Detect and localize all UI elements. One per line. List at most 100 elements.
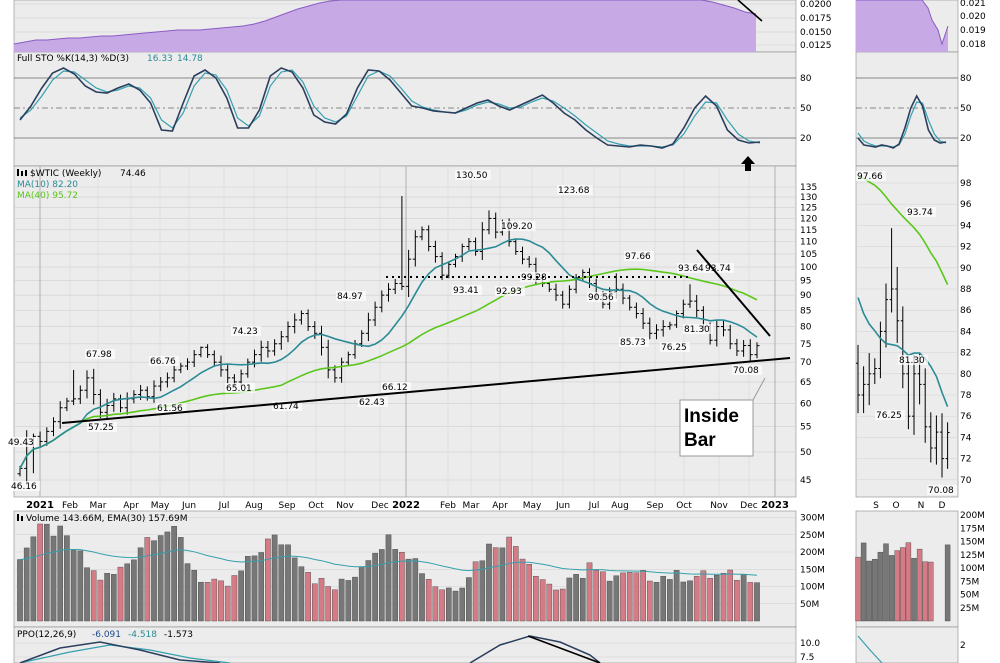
volume-bar [144,537,151,622]
zoom-price-tick: 88 [960,285,972,295]
volume-bar [258,552,265,622]
volume-bar [218,580,224,622]
ppo-line-2 [469,635,601,663]
ppo-label: PPO(12,26,9) [17,630,76,640]
volume-bar [37,523,43,622]
data-label-bg [500,221,536,231]
data-label-bg [336,291,366,301]
zoom-price-tick: 84 [960,327,972,337]
price-data-label: 93.64 [678,264,704,274]
zoom-volume-tick: 75M [960,577,979,587]
volume-bar [647,580,653,622]
volume-bar [425,579,432,622]
volume-bar [466,577,472,622]
price-tick-label: 45 [800,476,811,486]
zoom-top-tick: 0.018 [960,40,986,50]
data-label-bg [660,342,690,352]
data-label-bg [520,272,550,282]
volume-bar [44,523,50,622]
price-tick-label: 125 [800,204,817,214]
month-label: Jul [588,501,600,511]
volume-bar [673,569,680,622]
volume-bar [17,559,23,622]
volume-panel [17,523,951,622]
volume-bar [164,531,171,622]
volume-bar [506,536,512,622]
volume-bar [211,578,218,622]
price-tick-label: 135 [800,183,817,193]
zoom-volume-bar [866,560,872,622]
zoom-ppo-line [857,635,883,663]
price-data-label: 109.20 [501,222,533,232]
volume-bar [727,569,733,622]
volume-bar [606,580,613,622]
volume-bar [171,526,177,622]
zoom-volume-bar [911,558,917,622]
volume-bar [439,589,445,622]
price-data-label: 97.66 [625,252,651,262]
data-label-bg [732,365,762,375]
volume-bar [117,566,124,622]
ppo-tick-label: 10.0 [800,639,820,649]
volume-bar [110,574,117,622]
price-data-label: 92.93 [496,287,522,297]
zoom-data-label: 97.66 [857,172,883,182]
zoom-price-tick: 98 [960,179,972,189]
price-data-label: 66.12 [382,383,408,393]
price-tick-label: 110 [800,238,817,248]
volume-bar [667,579,673,622]
volume-bar [332,589,338,622]
volume-bar [312,583,318,622]
data-label-bg [677,263,707,273]
ma40-label: MA(40) 95.72 [17,191,78,201]
volume-bar [191,569,198,622]
zoom-label-bg [906,207,936,217]
zoom-price-tick: 74 [960,433,972,443]
volume-bar [734,579,740,622]
zoom-price-tick: 90 [960,264,972,274]
volume-bar [244,556,251,622]
volume-bar [446,587,452,622]
top-indicator [13,0,949,52]
zoom-sto-d [857,101,947,148]
data-label-bg [455,170,491,180]
price-data-label: 90.56 [588,293,614,303]
volume-bar [392,549,399,622]
volume-bar [385,534,392,622]
up-arrow-icon [741,156,755,171]
volume-bar [459,587,466,622]
price-data-label: 66.76 [150,357,176,367]
zoom-volume-tick: 175M [960,524,985,534]
data-label-bg [587,292,617,302]
volume-bar [412,558,419,622]
month-label: Nov [710,501,728,511]
month-label: Oct [676,501,692,511]
price-tick-label: 130 [800,193,817,203]
zoom-data-label: 81.30 [899,356,925,366]
price-tick-label: 120 [800,214,817,224]
price-data-label: 123.68 [558,186,590,196]
zoom-ppo-tick: 2 [960,641,966,651]
data-label-bg [358,397,388,407]
volume-bar [345,580,352,622]
zoom-price-tick: 86 [960,306,972,316]
volume-bar [553,589,559,622]
ppo-line [19,641,221,663]
zoom-data-label: 70.08 [928,486,954,496]
volume-bar [157,535,164,622]
price-data-label: 85.73 [620,338,646,348]
sto-tick-label: 80 [800,74,812,84]
ma10-label: MA(10) 82.20 [17,180,78,190]
zoom-sto-tick: 50 [960,104,972,114]
data-label-bg [85,349,115,359]
volume-bar [204,581,211,622]
zoom-price-tick: 78 [960,391,972,401]
volume-bar [198,581,204,622]
month-label: Jun [555,501,570,511]
sto-tick-label: 50 [800,104,812,114]
zoom-month-label: N [918,501,925,511]
price-data-label: 61.74 [273,402,299,412]
ppo-panel [19,635,883,663]
volume-bar [707,578,713,622]
